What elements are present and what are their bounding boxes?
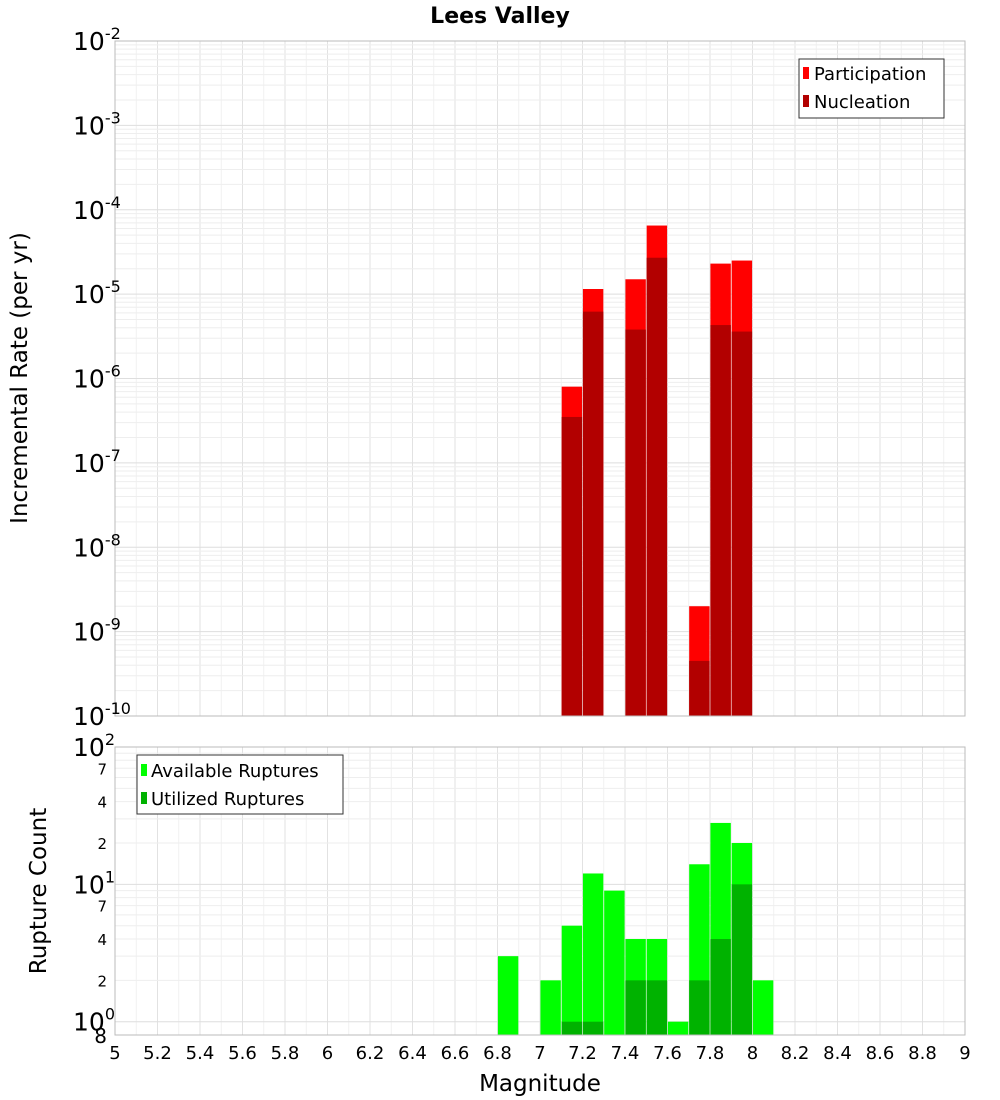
magnitude-x-tick-label: 8.4 [823,1043,852,1064]
rate-y-tick-label: 10-7 [73,446,121,478]
magnitude-x-tick-label: 6.8 [483,1043,512,1064]
rate-legend-label: Participation [814,64,926,85]
magnitude-x-tick-label: 7 [534,1043,545,1064]
nucleation-bar [689,660,710,716]
utilized-ruptures-bar [689,980,710,1035]
magnitude-x-tick-label: 6.4 [398,1043,427,1064]
utilized-ruptures-bar [710,939,731,1035]
count-y-minor-tick-label: 4 [97,794,107,812]
rate-y-tick-label: 10-3 [73,108,121,140]
available-ruptures-bar [561,925,583,1035]
magnitude-x-tick-label: 7.6 [653,1043,682,1064]
available-ruptures-bar [582,873,604,1035]
magnitude-x-tick-label: 5.8 [271,1043,300,1064]
rate-legend-box [798,58,945,119]
count-legend-box [136,754,344,815]
count-plot-border [114,746,966,1036]
magnitude-x-tick-label: 5 [109,1043,120,1064]
rate-plot-border [114,40,966,717]
count-legend: Available Ruptures Utilized Ruptures [136,754,344,815]
count-legend-swatch [141,792,147,804]
count-legend-swatch [141,764,147,776]
available-ruptures-bar [604,890,625,1035]
magnitude-x-tick-label: 5.6 [228,1043,257,1064]
magnitude-x-tick-label: 5.2 [143,1043,172,1064]
count-y-minor-tick-label: 4 [97,931,107,949]
magnitude-x-tick-label: 5.4 [186,1043,215,1064]
count-y-minor-tick-label: 2 [97,835,107,853]
count-legend-label: Utilized Ruptures [151,789,304,810]
count-y-minor-tick-label: 8 [94,1024,107,1048]
utilized-ruptures-bar [646,980,668,1035]
nucleation-bar [625,329,646,716]
count-y-tick-label: 102 [73,730,115,762]
magnitude-x-tick-label: 8.8 [908,1043,937,1064]
magnitude-x-tick-label: 8.2 [781,1043,810,1064]
nucleation-bar [646,257,668,716]
rate-grid [114,41,966,717]
rate-y-tick-label: 10-4 [73,193,121,225]
utilized-ruptures-bar [625,980,646,1035]
rate-bars [561,225,753,716]
utilized-ruptures-bar [582,1021,604,1035]
utilized-ruptures-bar [731,884,753,1035]
count-y-minor-tick-label: 2 [97,972,107,990]
rate-y-tick-label: 10-2 [73,24,121,56]
rate-panel: 10-2 10-3 10-4 10-5 10-6 10-7 10-8 10-9 10-10 In… [7,24,966,731]
count-y-axis-label: Rupture Count [26,808,52,974]
nucleation-bar [582,311,604,716]
magnitude-x-tick-label: 9 [959,1043,970,1064]
rate-legend-swatch [803,95,809,107]
count-bars [497,822,774,1035]
nucleation-bar [710,325,731,716]
rate-y-tick-label: 10-6 [73,362,121,394]
rate-legend-swatch [803,67,809,79]
available-ruptures-bar [667,1021,689,1035]
available-ruptures-bar [752,980,774,1035]
count-y-tick-label: 101 [73,867,115,899]
rate-legend: Participation Nucleation [798,58,945,119]
rate-y-tick-label: 10-5 [73,277,121,309]
rate-y-axis-label: Incremental Rate (per yr) [7,232,33,524]
magnitude-x-tick-label: 7.8 [696,1043,725,1064]
magnitude-x-ticks: 5 5.2 5.4 5.6 5.8 6 6.2 6.4 6.6 6.8 7 7.2 7.4 7.6 7.8 8… [109,1043,970,1064]
magnitude-x-tick-label: 8.6 [866,1043,895,1064]
magnitude-x-tick-label: 6.6 [441,1043,470,1064]
utilized-ruptures-bar [561,1021,583,1035]
rate-y-tick-label: 10-9 [73,615,121,647]
magnitude-x-tick-label: 7.2 [568,1043,597,1064]
magnitude-x-tick-label: 7.4 [611,1043,640,1064]
available-ruptures-bar [540,980,561,1035]
count-y-minor-tick-label: 7 [97,898,107,916]
count-legend-label: Available Ruptures [151,761,319,782]
chart-title: Lees Valley [430,4,570,29]
rate-y-tick-label: 10-10 [73,699,131,731]
x-axis-label: Magnitude [479,1071,601,1097]
available-ruptures-bar [497,956,519,1035]
rate-legend-label: Nucleation [814,92,910,113]
nucleation-bar [731,331,753,716]
magnitude-x-tick-label: 6.2 [356,1043,385,1064]
count-y-minor-tick-label: 7 [97,760,107,778]
rate-y-tick-label: 10-8 [73,530,121,562]
magnitude-x-tick-label: 6 [322,1043,333,1064]
nucleation-bar [561,416,583,716]
magnitude-x-tick-label: 8 [747,1043,758,1064]
